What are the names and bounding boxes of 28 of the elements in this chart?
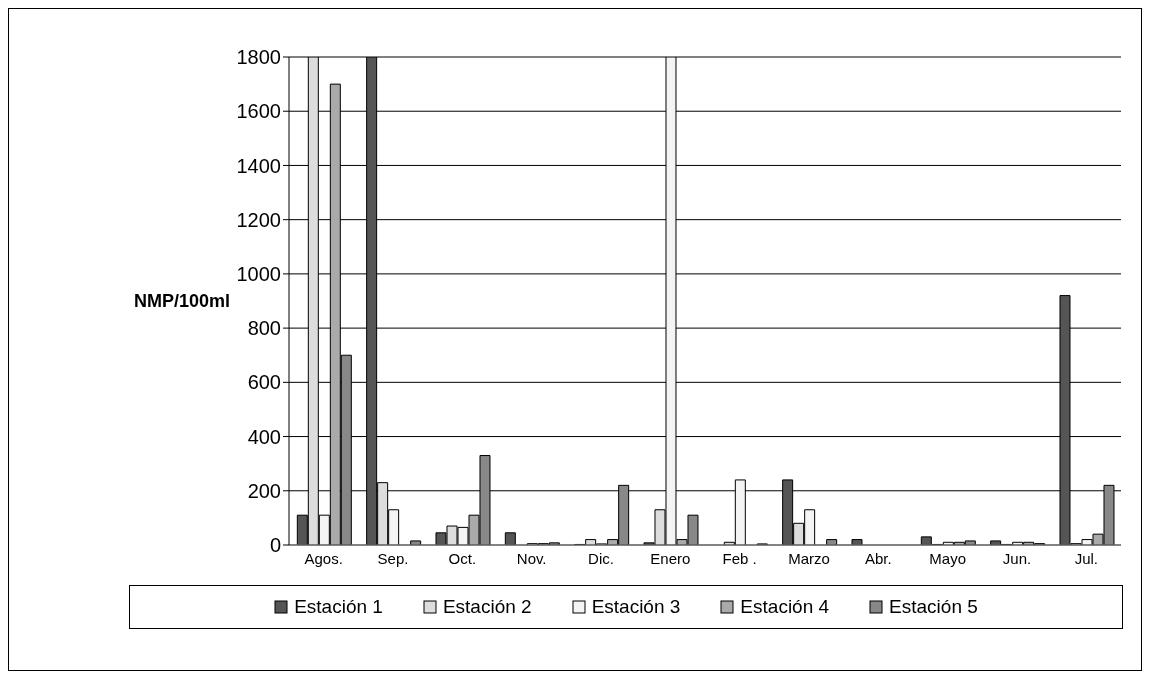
x-tick-label: Abr.: [864, 549, 892, 567]
x-tick-label: Jun.: [1002, 549, 1032, 567]
y-tick-label: 1400: [236, 154, 281, 177]
y-tick-label: 0: [269, 534, 281, 557]
y-tick-label: 1200: [236, 208, 281, 231]
y-axis-title: NMP/100ml: [134, 291, 231, 312]
y-tick-label: 400: [247, 425, 281, 448]
x-tick-label: Nov.: [516, 549, 547, 567]
legend-label: Estación 3: [591, 596, 681, 618]
x-tick-label: Jul.: [1074, 549, 1099, 567]
y-tick-label: 600: [247, 371, 281, 394]
x-tick-label: Enero: [650, 549, 691, 567]
legend-label: Estación 1: [294, 596, 383, 618]
y-tick-label: 200: [247, 479, 281, 502]
x-tick-label: Feb .: [722, 549, 757, 567]
legend-label: Estación 5: [889, 596, 978, 618]
x-tick-label: Agos.: [304, 549, 343, 567]
y-tick-label: 1000: [236, 262, 281, 285]
legend-label: Estación 2: [442, 596, 532, 618]
x-tick-label: Marzo: [788, 549, 830, 567]
x-tick-label: Sep.: [377, 549, 409, 567]
legend-label: Estación 4: [740, 596, 830, 618]
x-tick-label: Dic.: [588, 549, 614, 567]
y-tick-label: 1800: [236, 46, 281, 69]
x-tick-label: Mayo: [929, 549, 967, 567]
y-tick-label: 800: [247, 317, 281, 340]
y-tick-label: 1600: [236, 100, 281, 123]
x-tick-label: Oct.: [448, 549, 477, 567]
